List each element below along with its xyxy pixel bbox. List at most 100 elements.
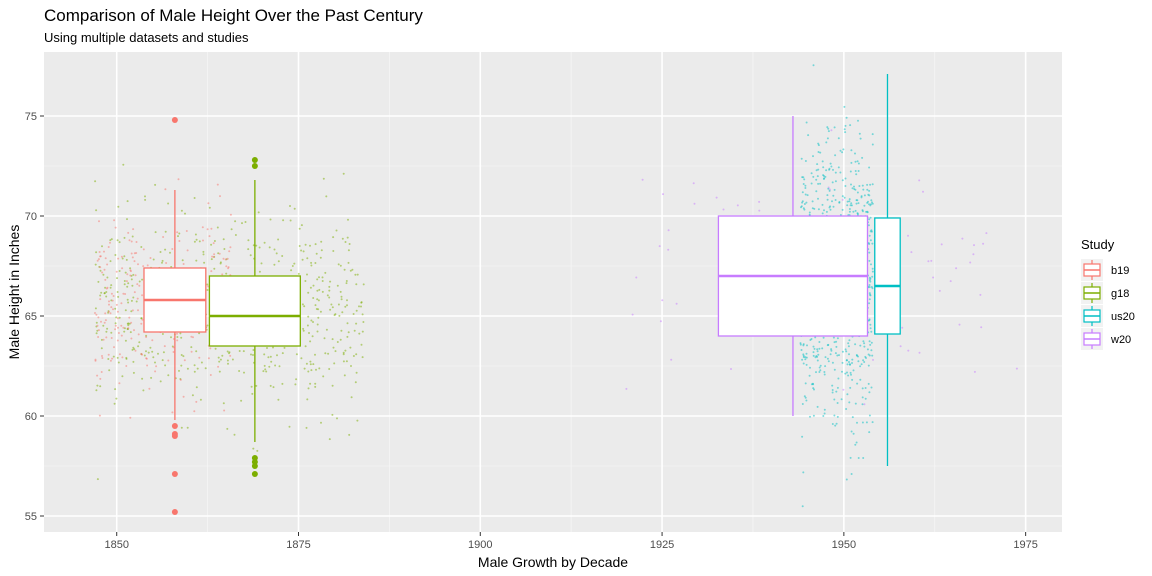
jitter-point-us20 <box>858 185 861 187</box>
jitter-point-us20 <box>838 201 841 204</box>
jitter-point-b19 <box>138 284 141 287</box>
jitter-point-g18 <box>180 364 183 367</box>
jitter-point-g18 <box>217 252 220 255</box>
jitter-point-b19 <box>96 259 99 262</box>
jitter-point-g18 <box>195 386 198 389</box>
jitter-point-us20 <box>808 211 811 214</box>
jitter-point-b19 <box>114 324 117 327</box>
jitter-point-us20 <box>868 203 870 206</box>
jitter-point-b19 <box>116 317 119 320</box>
jitter-point-g18 <box>360 305 362 308</box>
outlier-point-b19 <box>171 471 178 477</box>
jitter-point-us20 <box>836 337 839 340</box>
jitter-point-us20 <box>864 397 867 400</box>
jitter-point-w20 <box>693 202 696 205</box>
jitter-point-g18 <box>333 362 336 365</box>
jitter-point-us20 <box>862 359 865 362</box>
y-tick-label: 70 <box>25 211 37 223</box>
jitter-point-b19 <box>112 295 115 297</box>
jitter-point-g18 <box>247 239 250 242</box>
jitter-point-g18 <box>333 314 336 317</box>
jitter-point-us20 <box>801 435 804 438</box>
jitter-point-us20 <box>835 340 838 343</box>
jitter-point-w20 <box>907 349 910 352</box>
jitter-point-g18 <box>129 267 132 270</box>
jitter-point-g18 <box>354 273 357 276</box>
jitter-point-us20 <box>811 207 814 210</box>
jitter-point-w20 <box>1015 367 1018 370</box>
jitter-point-us20 <box>823 371 826 373</box>
jitter-point-us20 <box>852 432 855 435</box>
jitter-point-g18 <box>336 417 338 420</box>
jitter-point-g18 <box>186 367 189 370</box>
jitter-point-g18 <box>193 197 196 199</box>
jitter-point-g18 <box>100 347 103 350</box>
jitter-point-g18 <box>105 291 108 293</box>
jitter-point-g18 <box>347 218 349 221</box>
jitter-point-b19 <box>164 188 167 191</box>
jitter-point-b19 <box>121 267 124 270</box>
jitter-point-g18 <box>341 237 344 240</box>
jitter-point-us20 <box>863 361 866 363</box>
jitter-point-w20 <box>918 179 921 182</box>
jitter-point-b19 <box>114 328 117 331</box>
jitter-point-g18 <box>315 252 318 255</box>
jitter-point-b19 <box>137 309 139 312</box>
jitter-point-us20 <box>805 356 808 359</box>
jitter-point-us20 <box>845 478 848 481</box>
jitter-point-g18 <box>132 371 135 374</box>
jitter-point-b19 <box>118 382 121 385</box>
jitter-point-b19 <box>163 345 166 348</box>
box-body-us20 <box>874 217 901 335</box>
jitter-point-g18 <box>338 314 341 317</box>
jitter-point-us20 <box>867 193 870 196</box>
jitter-point-us20 <box>871 275 874 278</box>
jitter-point-us20 <box>841 151 844 154</box>
jitter-point-us20 <box>813 388 815 391</box>
jitter-point-us20 <box>802 356 805 359</box>
jitter-point-g18 <box>109 239 112 242</box>
jitter-point-g18 <box>222 238 225 241</box>
jitter-point-g18 <box>331 306 334 309</box>
jitter-point-g18 <box>306 324 309 327</box>
jitter-point-g18 <box>274 364 277 367</box>
jitter-point-g18 <box>154 231 157 234</box>
jitter-point-us20 <box>812 155 814 158</box>
jitter-point-g18 <box>325 328 328 331</box>
jitter-point-g18 <box>263 241 266 244</box>
jitter-point-g18 <box>268 246 271 249</box>
jitter-point-b19 <box>172 351 175 353</box>
jitter-point-w20 <box>922 190 924 193</box>
jitter-point-g18 <box>347 331 350 334</box>
jitter-point-b19 <box>133 329 135 332</box>
jitter-point-g18 <box>203 261 206 264</box>
jitter-point-g18 <box>337 263 340 266</box>
jitter-point-g18 <box>329 308 332 311</box>
jitter-point-us20 <box>845 350 848 353</box>
jitter-point-us20 <box>841 208 844 211</box>
jitter-point-us20 <box>832 168 834 171</box>
jitter-point-us20 <box>804 160 807 162</box>
jitter-point-us20 <box>818 347 821 350</box>
jitter-point-b19 <box>229 213 232 216</box>
jitter-point-us20 <box>812 354 815 357</box>
jitter-point-b19 <box>107 353 110 356</box>
jitter-point-us20 <box>867 224 870 227</box>
jitter-point-g18 <box>141 278 144 281</box>
jitter-point-g18 <box>234 234 237 236</box>
jitter-point-b19 <box>108 300 110 303</box>
jitter-point-us20 <box>823 373 826 376</box>
jitter-point-us20 <box>827 360 830 363</box>
jitter-point-g18 <box>102 324 105 327</box>
jitter-point-us20 <box>866 201 869 204</box>
jitter-point-g18 <box>100 291 103 294</box>
jitter-point-us20 <box>863 345 866 348</box>
jitter-point-us20 <box>868 189 871 192</box>
jitter-point-g18 <box>138 341 141 344</box>
jitter-point-w20 <box>927 260 930 263</box>
jitter-point-b19 <box>136 297 139 300</box>
jitter-point-us20 <box>821 160 824 163</box>
jitter-point-us20 <box>856 191 859 194</box>
jitter-point-g18 <box>137 345 140 348</box>
jitter-point-us20 <box>846 363 849 366</box>
